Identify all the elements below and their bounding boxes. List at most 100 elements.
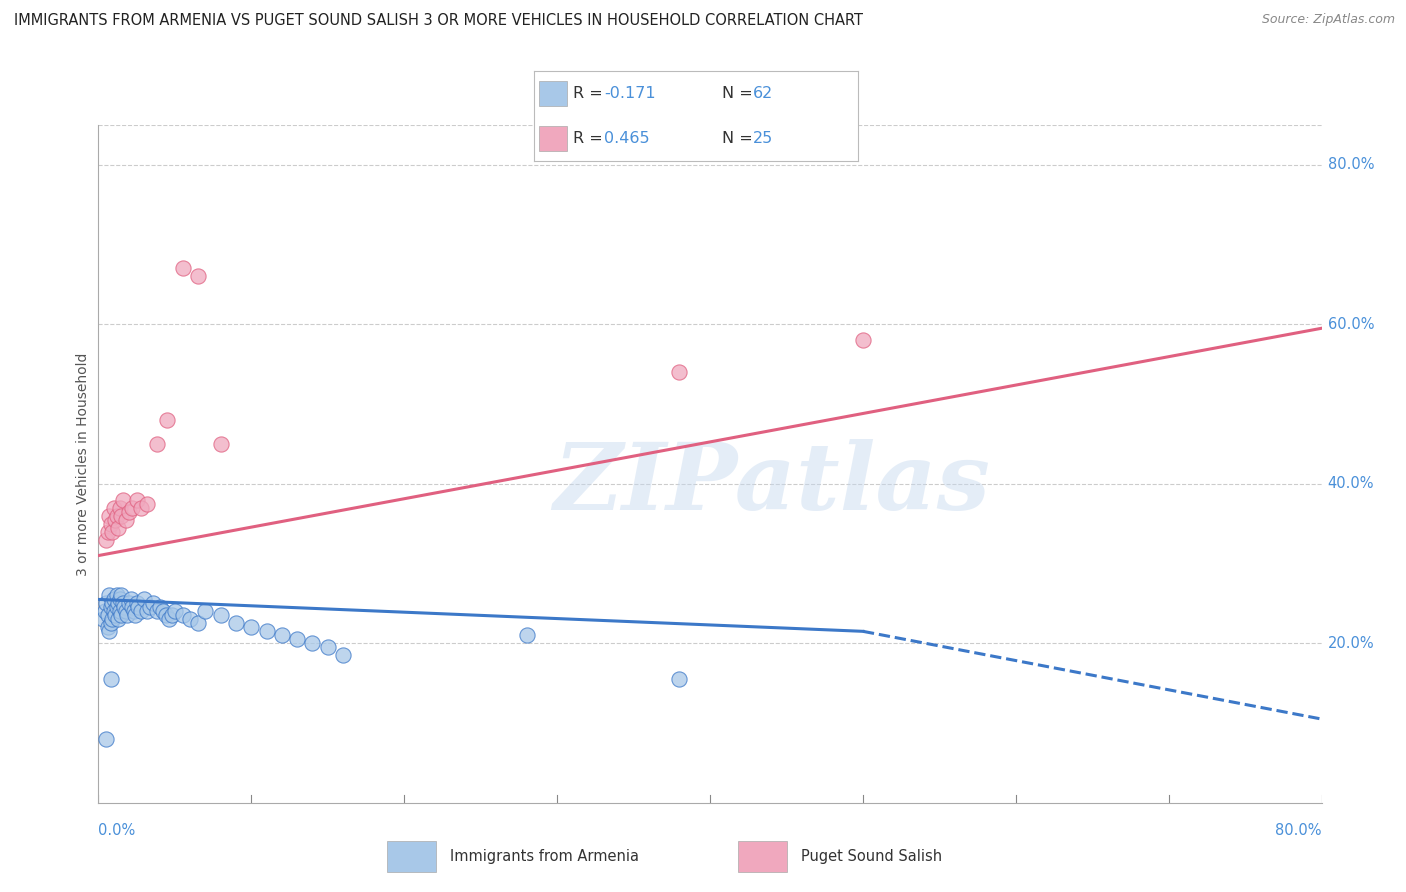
Point xyxy=(160,608,183,623)
Point xyxy=(122,604,145,618)
Point xyxy=(285,632,308,647)
Point xyxy=(98,508,121,523)
Point xyxy=(93,604,115,618)
Point xyxy=(111,596,134,610)
Point xyxy=(105,589,128,603)
Point xyxy=(134,592,156,607)
Point xyxy=(110,608,132,623)
Point xyxy=(129,604,152,618)
Point xyxy=(105,600,128,615)
Text: Puget Sound Salish: Puget Sound Salish xyxy=(801,849,942,864)
Bar xyxy=(738,841,787,872)
Point xyxy=(100,600,122,615)
Point xyxy=(125,596,148,610)
Point xyxy=(107,612,129,626)
Point xyxy=(301,636,323,650)
Point xyxy=(111,492,134,507)
Point xyxy=(121,600,143,615)
Point xyxy=(157,612,180,626)
Point xyxy=(97,524,120,539)
Point xyxy=(187,616,209,631)
Point xyxy=(516,628,538,642)
Point xyxy=(104,513,127,527)
Bar xyxy=(538,81,567,106)
Point xyxy=(152,604,174,618)
Text: 62: 62 xyxy=(752,87,773,101)
Point xyxy=(100,672,122,686)
Text: 40.0%: 40.0% xyxy=(1327,476,1374,491)
Text: 25: 25 xyxy=(752,131,773,145)
Text: 0.465: 0.465 xyxy=(603,131,650,145)
Point xyxy=(209,437,232,451)
Point xyxy=(94,533,117,547)
Point xyxy=(91,612,114,626)
Point xyxy=(97,620,120,634)
Text: R =: R = xyxy=(574,131,607,145)
Text: IMMIGRANTS FROM ARMENIA VS PUGET SOUND SALISH 3 OR MORE VEHICLES IN HOUSEHOLD CO: IMMIGRANTS FROM ARMENIA VS PUGET SOUND S… xyxy=(14,13,863,29)
Point xyxy=(124,608,146,623)
Text: Immigrants from Armenia: Immigrants from Armenia xyxy=(450,849,638,864)
Text: 80.0%: 80.0% xyxy=(1327,157,1374,172)
Point xyxy=(125,492,148,507)
Point xyxy=(100,516,122,531)
Point xyxy=(115,604,138,618)
Text: Source: ZipAtlas.com: Source: ZipAtlas.com xyxy=(1261,13,1395,27)
Point xyxy=(103,500,125,515)
Point xyxy=(156,413,179,427)
Point xyxy=(110,508,132,523)
Point xyxy=(120,592,142,607)
Point xyxy=(172,261,194,276)
Point xyxy=(103,592,125,607)
Point xyxy=(98,624,121,639)
Point xyxy=(852,333,875,347)
Point xyxy=(117,608,139,623)
Point xyxy=(94,731,117,746)
Point xyxy=(136,497,159,511)
Point xyxy=(668,672,690,686)
Point xyxy=(256,624,278,639)
Point xyxy=(100,616,122,631)
Point xyxy=(155,608,177,623)
Point xyxy=(136,604,159,618)
Point xyxy=(179,612,201,626)
Y-axis label: 3 or more Vehicles in Household: 3 or more Vehicles in Household xyxy=(76,352,90,575)
Text: N =: N = xyxy=(721,87,758,101)
Point xyxy=(129,500,152,515)
Bar xyxy=(387,841,436,872)
Point xyxy=(108,604,131,618)
Point xyxy=(118,505,141,519)
Point xyxy=(240,620,263,634)
Point xyxy=(103,604,125,618)
Point xyxy=(101,596,124,610)
Point xyxy=(101,612,124,626)
Point xyxy=(107,521,129,535)
Text: ZIPatlas: ZIPatlas xyxy=(553,439,990,529)
Point xyxy=(110,589,132,603)
Point xyxy=(107,596,129,610)
Point xyxy=(142,596,165,610)
Point xyxy=(270,628,292,642)
Text: R =: R = xyxy=(574,87,607,101)
Point xyxy=(118,596,141,610)
Point xyxy=(98,589,121,603)
Point xyxy=(139,600,162,615)
Point xyxy=(163,604,186,618)
Point xyxy=(194,604,217,618)
Point xyxy=(94,596,117,610)
Point xyxy=(108,592,131,607)
Text: -0.171: -0.171 xyxy=(603,87,655,101)
Point xyxy=(108,500,131,515)
Point xyxy=(105,508,128,523)
Point xyxy=(187,269,209,284)
Point xyxy=(97,608,120,623)
Point xyxy=(121,500,143,515)
Text: 80.0%: 80.0% xyxy=(1275,823,1322,838)
Point xyxy=(145,604,167,618)
Point xyxy=(149,600,172,615)
Point xyxy=(316,640,339,655)
Text: N =: N = xyxy=(721,131,758,145)
Text: 20.0%: 20.0% xyxy=(1327,636,1375,651)
Point xyxy=(145,437,167,451)
Point xyxy=(101,524,124,539)
Point xyxy=(225,616,247,631)
